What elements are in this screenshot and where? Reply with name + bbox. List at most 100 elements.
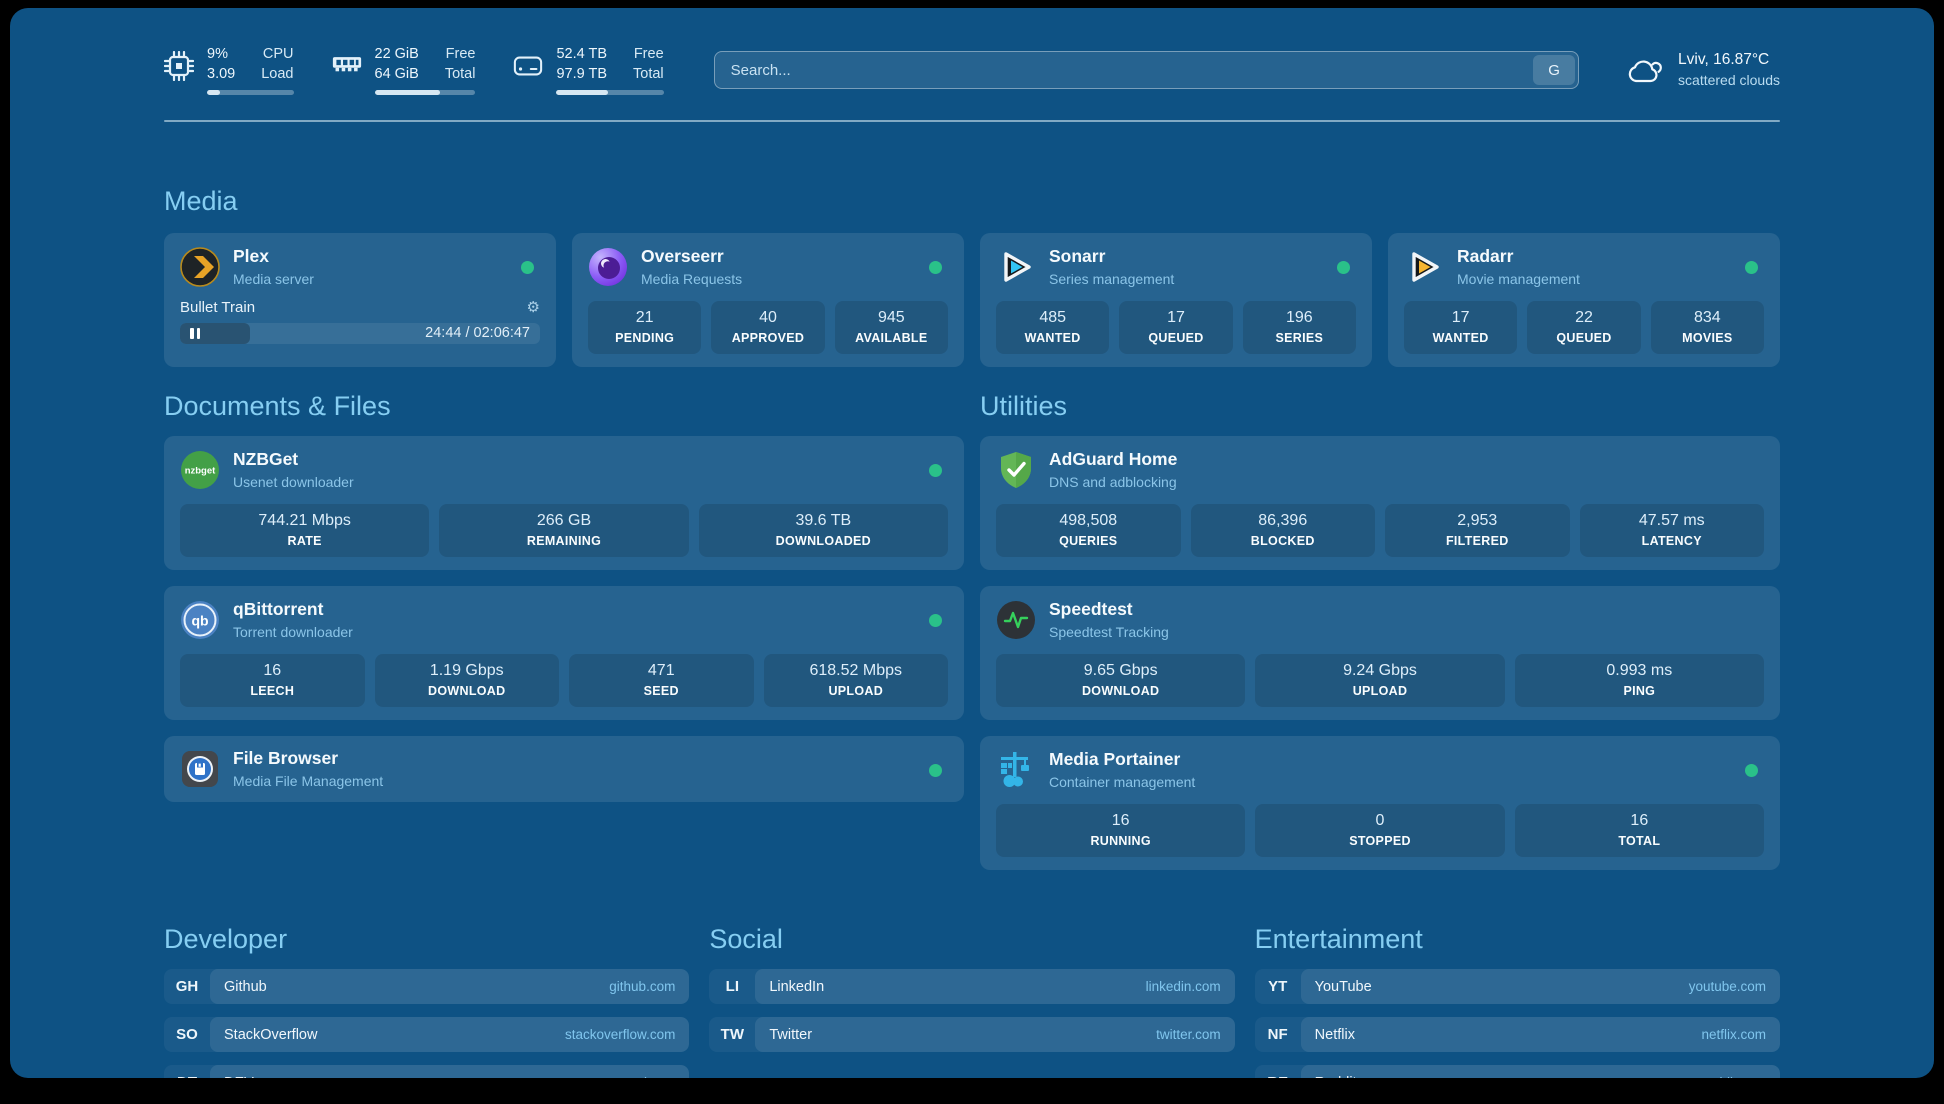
bookmark-url: stackoverflow.com: [565, 1027, 676, 1043]
stat-label: MOVIES: [1682, 331, 1733, 346]
stat-value: 1.19 Gbps: [429, 662, 504, 680]
svg-text:qb: qb: [191, 613, 208, 629]
playback-time: 24:44 / 02:06:47: [425, 325, 530, 342]
stat-cell: 16 LEECH: [180, 654, 365, 708]
svg-text:nzbget: nzbget: [185, 466, 216, 477]
bookmark-name: LinkedIn: [769, 978, 825, 995]
stat-cell: 22 QUEUED: [1527, 301, 1641, 355]
stat-cell: 47.57 ms LATENCY: [1579, 504, 1764, 558]
disk-icon: [514, 56, 543, 76]
disk-progress-bar: [556, 90, 664, 96]
status-dot: [1745, 764, 1758, 778]
stat-value: 17: [1167, 309, 1185, 327]
stat-cell: 1.19 Gbps DOWNLOAD: [374, 654, 559, 708]
bookmark-netflix[interactable]: NF Netflix netflix.com: [1254, 1017, 1780, 1053]
stat-cell: 498,508 QUERIES: [996, 504, 1181, 558]
stat-value: 40: [759, 309, 777, 327]
stat-label: DOWNLOADED: [775, 534, 871, 549]
status-dot: [929, 614, 942, 628]
service-card-plex[interactable]: Plex Media server Bullet Train ⚙ 24:44 /…: [164, 233, 556, 368]
filebrowser-icon: [182, 751, 218, 788]
plex-icon: [180, 247, 220, 287]
memory-total-value: 64 GiB: [374, 65, 419, 82]
cpu-load-label: Load: [261, 65, 294, 82]
stat-label: SERIES: [1275, 331, 1324, 346]
playback-progress-bar: 24:44 / 02:06:47: [180, 323, 540, 345]
bookmark-url: github.com: [609, 979, 676, 995]
stat-cell: 40 APPROVED: [711, 301, 825, 355]
stat-cell: 17 QUEUED: [1119, 301, 1233, 355]
adguard-icon: [1001, 452, 1031, 489]
speedtest-icon: [997, 601, 1035, 640]
memory-free-label: Free: [445, 45, 476, 62]
media-cards: Plex Media server Bullet Train ⚙ 24:44 /…: [164, 233, 1780, 368]
stat-value: 618.52 Mbps: [809, 662, 902, 680]
bookmark-stackoverflow[interactable]: SO StackOverflow stackoverflow.com: [164, 1017, 690, 1053]
bookmark-dev[interactable]: DT DEV dev.to: [164, 1065, 690, 1078]
service-card-nzbget[interactable]: nzbget NZBGet Usenet downloader 744.21 M…: [164, 436, 964, 571]
service-name: Plex: [233, 246, 269, 267]
gear-icon[interactable]: ⚙: [526, 299, 540, 317]
bookmark-reddit[interactable]: RE Reddit reddit.com: [1254, 1065, 1780, 1078]
service-name: NZBGet: [233, 449, 299, 470]
service-name: Speedtest: [1049, 599, 1133, 620]
stat-label: DOWNLOAD: [428, 684, 506, 699]
stat-value: 834: [1693, 309, 1721, 327]
service-card-portainer[interactable]: Media Portainer Container management 16 …: [980, 736, 1780, 871]
stat-value: 0: [1375, 812, 1385, 830]
stat-value: 16: [1630, 812, 1649, 830]
stat-label: FILTERED: [1445, 534, 1509, 549]
status-dot: [1745, 261, 1758, 275]
search-engine-button[interactable]: G: [1533, 55, 1576, 85]
stat-value: 16: [1111, 812, 1130, 830]
memory-icon: [332, 57, 361, 72]
stat-label: BLOCKED: [1250, 534, 1315, 549]
service-name: Sonarr: [1049, 246, 1106, 267]
status-dot: [929, 764, 942, 778]
search-widget: G: [713, 51, 1580, 89]
search-input[interactable]: [713, 51, 1580, 89]
service-card-overseerr[interactable]: Overseerr Media Requests 21 PENDING 40 A…: [572, 233, 964, 368]
service-description: Series management: [1049, 271, 1175, 288]
stat-label: LEECH: [250, 684, 295, 699]
stat-cell: 618.52 Mbps UPLOAD: [763, 654, 948, 708]
stat-label: APPROVED: [731, 331, 805, 346]
stat-label: UPLOAD: [1352, 684, 1408, 699]
bookmark-name: StackOverflow: [224, 1026, 318, 1043]
bookmark-url: netflix.com: [1701, 1027, 1766, 1043]
service-card-speedtest[interactable]: Speedtest Speedtest Tracking 9.65 Gbps D…: [980, 586, 1780, 721]
stat-cell: 485 WANTED: [996, 301, 1110, 355]
stat-cell: 86,396 BLOCKED: [1190, 504, 1375, 558]
service-card-sonarr[interactable]: Sonarr Series management 485 WANTED 17 Q…: [980, 233, 1372, 368]
service-name: Radarr: [1457, 246, 1514, 267]
stat-cell: 744.21 Mbps RATE: [180, 504, 430, 558]
stat-value: 266 GB: [536, 512, 592, 530]
documents-column: Documents & Files nzbget NZBGet Usenet d…: [164, 391, 964, 803]
service-card-adguard[interactable]: AdGuard Home DNS and adblocking 498,508 …: [980, 436, 1780, 571]
stat-label: DOWNLOAD: [1081, 684, 1160, 699]
stat-value: 39.6 TB: [795, 512, 852, 530]
bookmark-abbr: DT: [164, 1065, 210, 1078]
bookmark-abbr: GH: [175, 978, 199, 996]
bookmark-youtube[interactable]: YT YouTube youtube.com: [1254, 969, 1780, 1005]
qbittorrent-icon: qb: [181, 601, 219, 640]
stat-value: 22: [1575, 309, 1593, 327]
bookmark-twitter[interactable]: TW Twitter twitter.com: [709, 1017, 1235, 1053]
bookmark-github[interactable]: GH Github github.com: [164, 969, 690, 1005]
service-card-qbittorrent[interactable]: qb qBittorrent Torrent downloader 16: [164, 586, 964, 721]
memory-total-label: Total: [444, 65, 476, 82]
bookmark-group-developer: Developer GH Github github.com SO StackO…: [164, 924, 690, 1078]
bookmark-name: Reddit: [1315, 1075, 1357, 1078]
disk-widget: 52.4 TB Free 97.9 TB Total: [513, 45, 664, 96]
service-card-radarr[interactable]: Radarr Movie management 17 WANTED 22 QUE…: [1388, 233, 1780, 368]
service-card-filebrowser[interactable]: File Browser Media File Management: [164, 736, 964, 803]
service-description: Torrent downloader: [233, 624, 353, 641]
disk-free-label: Free: [633, 45, 664, 62]
weather-location-temp: Lviv, 16.87°C: [1678, 51, 1770, 69]
stat-value: 744.21 Mbps: [258, 512, 351, 530]
now-playing-title: Bullet Train: [180, 298, 256, 316]
disk-free-value: 52.4 TB: [556, 45, 608, 62]
portainer-icon: [1001, 752, 1029, 788]
bookmark-linkedin[interactable]: LI LinkedIn linkedin.com: [709, 969, 1235, 1005]
service-description: DNS and adblocking: [1049, 474, 1177, 491]
